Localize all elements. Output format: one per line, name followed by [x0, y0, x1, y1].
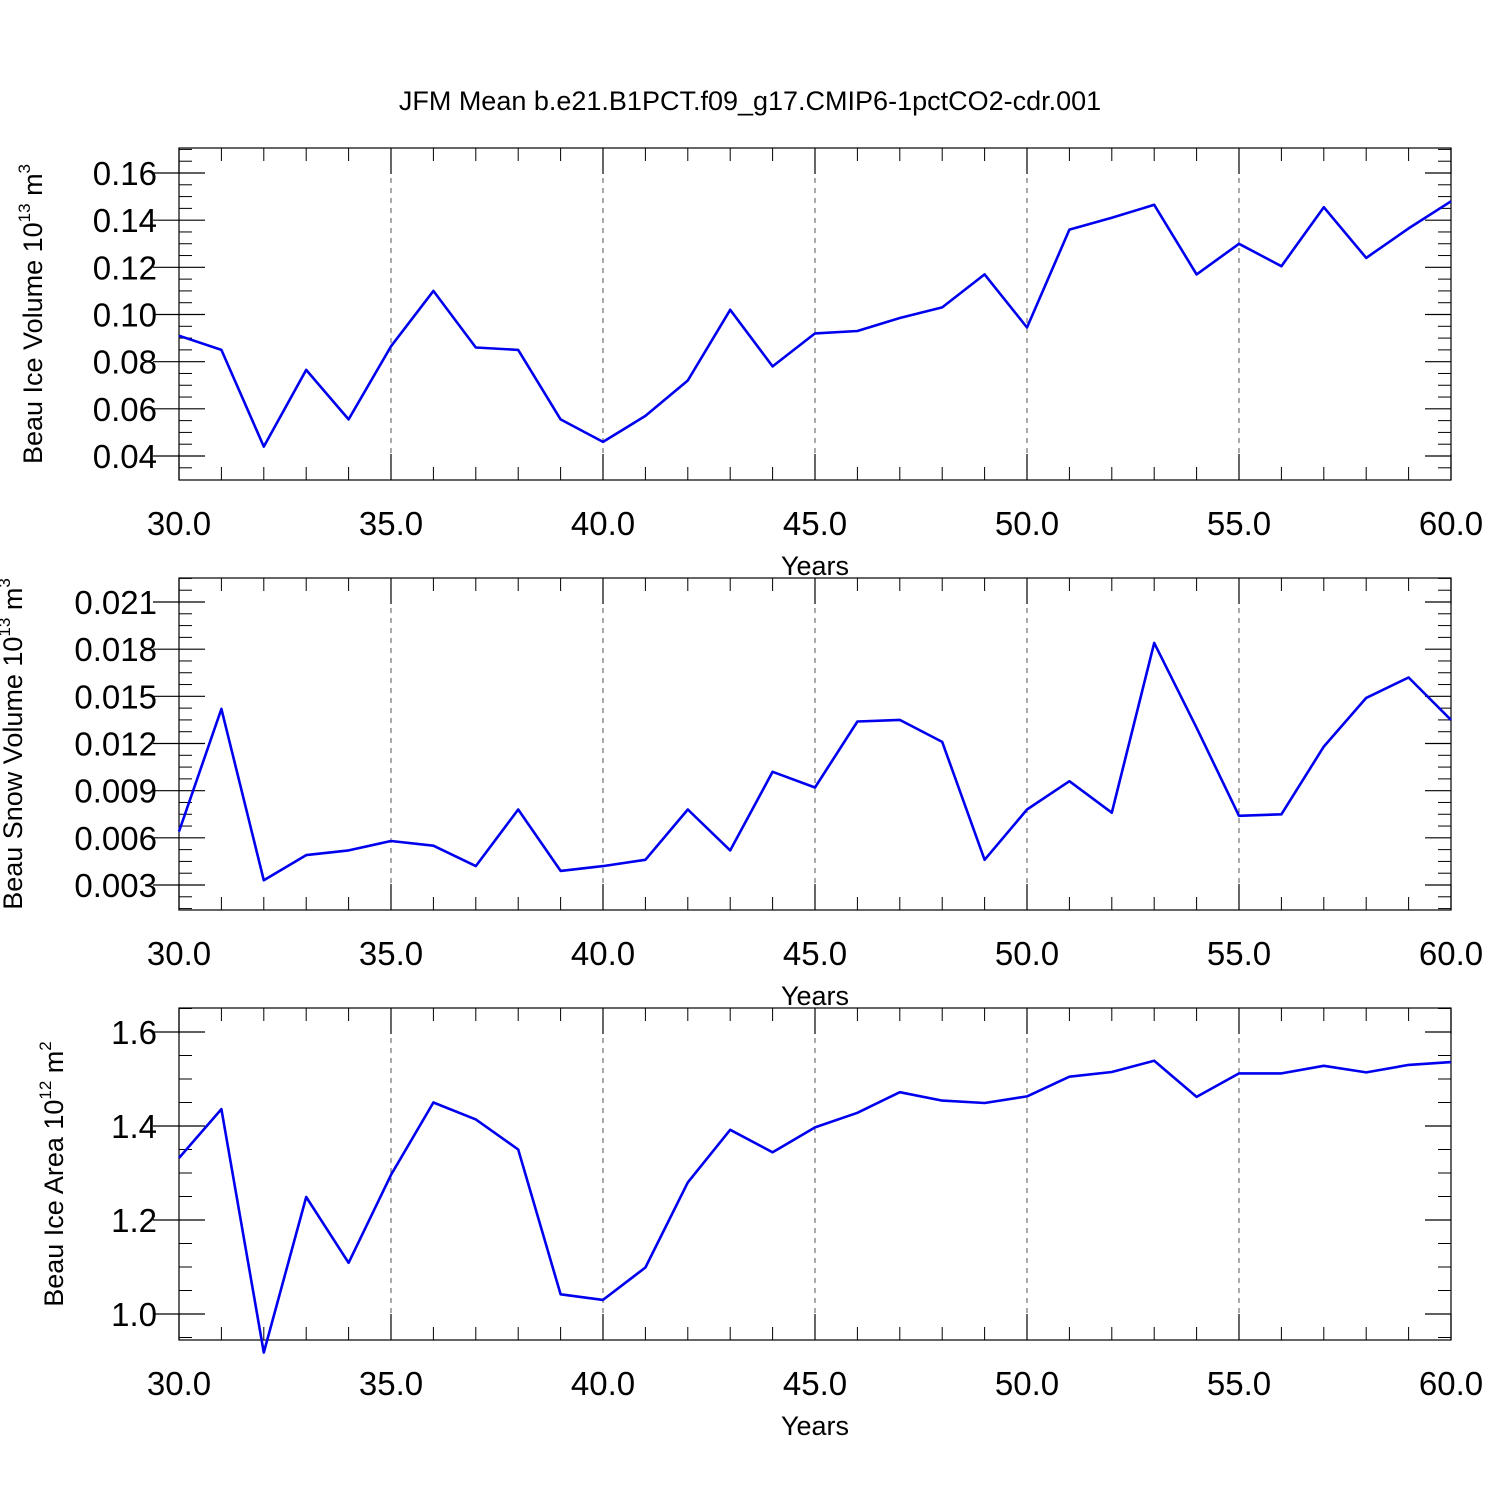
y-tick-label: 0.12: [93, 249, 157, 286]
y-tick-label: 1.4: [111, 1108, 157, 1145]
panel-2: 0.003 0.006 0.009 0.012 0.015 0.018 0.021 30.0 3…: [0, 577, 1483, 1011]
y-axis-label: Beau Ice Area 1012 m2: [36, 1041, 69, 1307]
x-tick-label: 50.0: [995, 1365, 1059, 1402]
y-tick-label: 0.009: [74, 773, 157, 810]
x-tick-label: 50.0: [995, 935, 1059, 972]
y-tick-label: 0.14: [93, 202, 157, 239]
x-tick-label: 30.0: [147, 505, 211, 542]
y-axis-label-text: Beau Ice Volume 10: [18, 222, 48, 464]
y-axis-label-text: Beau Snow Volume 10: [0, 637, 28, 910]
y-axis-label-unit-exponent: 2: [36, 1041, 55, 1050]
series-line: [178, 1059, 1452, 1354]
x-tick-label: 60.0: [1419, 1365, 1483, 1402]
x-tick-label: 35.0: [359, 505, 423, 542]
y-tick-label: 0.003: [74, 867, 157, 904]
x-tick-label: 55.0: [1207, 935, 1271, 972]
y-tick-label: 0.006: [74, 820, 157, 857]
y-axis-label-exponent: 13: [15, 203, 34, 222]
x-axis-label: Years: [781, 551, 849, 581]
y-tick-label: 0.08: [93, 344, 157, 381]
y-tick-label: 0.012: [74, 726, 157, 763]
y-axis-label-unit: m: [0, 588, 28, 618]
y-tick-label: 0.015: [74, 678, 157, 715]
y-axis-label: Beau Snow Volume 1013 m3: [0, 578, 28, 910]
y-tick-label: 0.018: [74, 631, 157, 668]
x-axis-label: Years: [781, 981, 849, 1011]
x-tick-label: 60.0: [1419, 935, 1483, 972]
x-tick-label: 50.0: [995, 505, 1059, 542]
y-axis-label-unit-exponent: 3: [15, 164, 34, 173]
x-tick-label: 40.0: [571, 505, 635, 542]
y-tick-label: 0.16: [93, 155, 157, 192]
panel-3: 1.0 1.2 1.4 1.6 30.0 35.0 40.0 45.0 50.0 55.0 60.0…: [36, 1007, 1483, 1441]
x-tick-label: 40.0: [571, 935, 635, 972]
x-tick-label: 45.0: [783, 1365, 847, 1402]
x-tick-label: 35.0: [359, 1365, 423, 1402]
x-tick-label: 55.0: [1207, 505, 1271, 542]
x-tick-label: 55.0: [1207, 1365, 1271, 1402]
y-tick-label: 1.0: [111, 1296, 157, 1333]
chart-title: JFM Mean b.e21.B1PCT.f09_g17.CMIP6-1pctC…: [399, 86, 1101, 116]
x-tick-label: 40.0: [571, 1365, 635, 1402]
panels: 0.04 0.06 0.08 0.10 0.12 0.14 0.16 30.0 35.0 40.0…: [0, 147, 1483, 1441]
y-tick-label: 0.04: [93, 438, 157, 475]
series-line: [178, 200, 1452, 448]
x-tick-label: 45.0: [783, 505, 847, 542]
y-tick-label: 0.06: [93, 391, 157, 428]
x-tick-label: 60.0: [1419, 505, 1483, 542]
x-tick-label: 45.0: [783, 935, 847, 972]
y-tick-label: 1.2: [111, 1202, 157, 1239]
y-axis-label-exponent: 12: [36, 1081, 55, 1100]
series-line: [177, 641, 1452, 882]
y-axis-label-text: Beau Ice Area 10: [39, 1100, 69, 1307]
y-tick-label: 1.6: [111, 1014, 157, 1051]
x-axis-label: Years: [781, 1411, 849, 1441]
y-axis-label-unit: m: [18, 173, 48, 203]
y-tick-label: 0.10: [93, 297, 157, 334]
x-tick-label: 35.0: [359, 935, 423, 972]
x-tick-label: 30.0: [147, 935, 211, 972]
y-tick-label: 0.021: [74, 584, 157, 621]
x-tick-label: 30.0: [147, 1365, 211, 1402]
y-axis-label-exponent: 13: [0, 618, 14, 637]
y-axis-label-unit: m: [39, 1051, 69, 1081]
y-axis-label: Beau Ice Volume 1013 m3: [15, 164, 48, 464]
y-axis-label-unit-exponent: 3: [0, 578, 14, 587]
panel-1: 0.04 0.06 0.08 0.10 0.12 0.14 0.16 30.0 35.0 40.0…: [15, 147, 1483, 581]
